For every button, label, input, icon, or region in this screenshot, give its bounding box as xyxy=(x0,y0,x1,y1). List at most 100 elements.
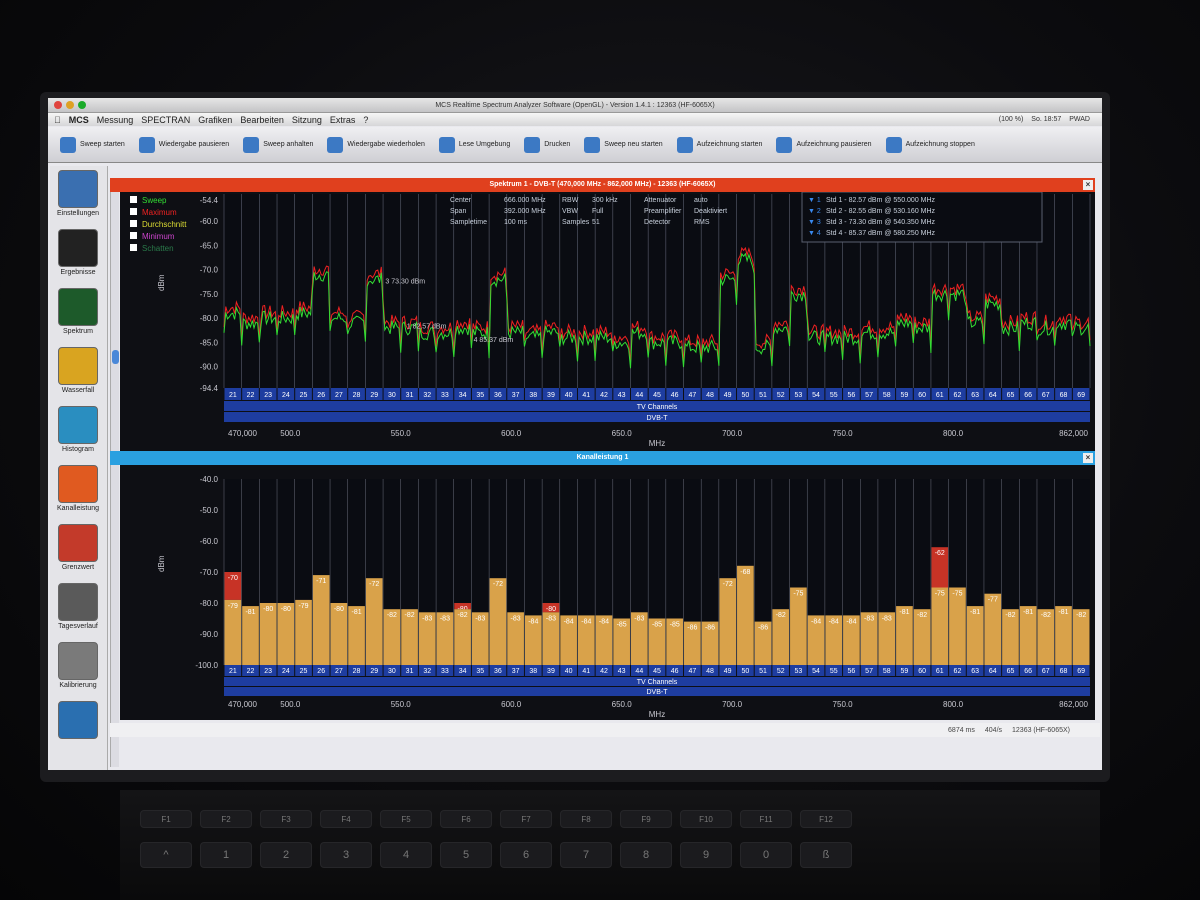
legend-checkbox[interactable] xyxy=(130,232,137,239)
toolbar-button[interactable]: Sweep anhalten xyxy=(239,135,317,155)
channel-number: 64 xyxy=(989,668,997,675)
channel-number: 47 xyxy=(688,392,696,399)
toolbar-button[interactable]: Sweep neu starten xyxy=(580,135,666,155)
sidebar-item[interactable]: Kalibrierung xyxy=(50,638,106,697)
channel-number: 35 xyxy=(476,392,484,399)
toolbar-button[interactable]: Lese Umgebung xyxy=(435,135,514,155)
legend-checkbox[interactable] xyxy=(130,220,137,227)
max-bar xyxy=(224,572,242,600)
avg-bar-label: -82 xyxy=(458,612,468,619)
toolbar-button[interactable]: Wiedergabe pausieren xyxy=(135,135,233,155)
sidebar-item[interactable]: Ergebnisse xyxy=(50,225,106,284)
legend-checkbox[interactable] xyxy=(130,244,137,251)
avg-bar-label: -81 xyxy=(899,609,909,616)
avg-bar-label: -83 xyxy=(440,615,450,622)
channel-cell xyxy=(737,388,754,400)
legend-checkbox[interactable] xyxy=(130,196,137,203)
sidebar-item[interactable]: Einstellungen xyxy=(50,166,106,225)
toolbar-button[interactable]: Aufzeichnung pausieren xyxy=(772,135,875,155)
sidebar-item[interactable]: Wasserfall xyxy=(50,343,106,402)
channel-number: 44 xyxy=(635,668,643,675)
toolbar-button[interactable]: Aufzeichnung stoppen xyxy=(882,135,979,155)
toolbar-button[interactable]: Drucken xyxy=(520,135,574,155)
y-tick-label: -60.0 xyxy=(200,537,219,546)
read-icon xyxy=(438,136,455,153)
sidebar-item[interactable]: Kanalleistung xyxy=(50,461,106,520)
avg-bar xyxy=(613,618,630,665)
channel-number: 56 xyxy=(848,392,856,399)
channel-number: 43 xyxy=(618,392,626,399)
sidebar-item[interactable]: Grenzwert xyxy=(50,520,106,579)
toolbar-button[interactable]: Aufzeichnung starten xyxy=(673,135,767,155)
channel-cell xyxy=(295,665,312,676)
channel-cell xyxy=(843,388,860,400)
spectrum-panel-header: Spektrum 1 - DVB-T (470,000 MHz - 862,00… xyxy=(110,178,1095,192)
avg-bar-label: -84 xyxy=(528,618,538,625)
max-bar xyxy=(542,603,560,613)
sidebar-scrollbar[interactable] xyxy=(110,182,119,767)
channel-power-chart[interactable]: -40.0 -50.0 -60.0 -70.0 -80.0 -90.0 -100.0 dBm -… xyxy=(120,465,1095,720)
zoom-window-icon[interactable] xyxy=(78,101,86,109)
channel-cell xyxy=(312,388,330,400)
avg-bar xyxy=(489,578,507,665)
sidebar-item[interactable]: Spektrum xyxy=(50,284,106,343)
menu-item[interactable]: Grafiken xyxy=(191,114,232,125)
avg-bar-label: -79 xyxy=(298,603,308,610)
channel-number: 38 xyxy=(529,392,537,399)
x-axis-label: MHz xyxy=(649,439,665,448)
menu-item[interactable]: Messung xyxy=(90,114,134,125)
param-text: 300 kHz xyxy=(592,197,618,204)
toolbar-button[interactable]: Wiedergabe wiederholen xyxy=(323,135,428,155)
sidebar-item[interactable] xyxy=(50,697,106,756)
legend-checkbox[interactable] xyxy=(130,208,137,215)
menu-item[interactable]: Sitzung xyxy=(285,114,322,125)
marker-label: 1 82.57 dBm xyxy=(407,324,447,331)
app-menu[interactable]: MCS xyxy=(62,114,89,125)
channel-number: 24 xyxy=(282,392,290,399)
channel-number: 32 xyxy=(423,668,431,675)
x-tick-label: 800.0 xyxy=(943,429,964,438)
laptop-screen: MCS Realtime Spectrum Analyzer Software … xyxy=(48,98,1102,770)
x-tick-label: 550.0 xyxy=(391,700,412,709)
avg-bar xyxy=(719,578,737,665)
channel-cell xyxy=(737,665,754,676)
spectrum-chart[interactable]: -54.4 -60.0 -65.0 -70.0 -75.0 -80.0 -85.0 -90.0… xyxy=(120,191,1095,451)
sidebar-thumbnail-icon xyxy=(58,347,98,385)
close-window-icon[interactable] xyxy=(54,101,62,109)
sidebar-item-label: Kanalleistung xyxy=(56,505,100,512)
channel-cell xyxy=(401,665,418,676)
channel-number: 21 xyxy=(229,392,237,399)
avg-bar xyxy=(524,615,542,665)
y-tick-label: -70.0 xyxy=(200,266,219,275)
x-axis-label: MHz xyxy=(649,710,665,719)
max-bar-label: -62 xyxy=(935,550,945,557)
channel-cell xyxy=(913,665,931,676)
channel-cell xyxy=(242,665,259,676)
param-text: RBW xyxy=(562,197,579,204)
menu-item[interactable]: Bearbeiten xyxy=(233,114,284,125)
channel-number: 55 xyxy=(830,392,838,399)
status-timing: 6874 ms xyxy=(948,726,975,734)
apple-menu-icon[interactable]:  xyxy=(54,115,61,125)
scroll-thumb[interactable] xyxy=(112,350,119,364)
menu-item[interactable]: SPECTRAN xyxy=(134,114,190,125)
close-spectrum-panel-button[interactable]: × xyxy=(1083,180,1093,190)
minimize-window-icon[interactable] xyxy=(66,101,74,109)
menu-item[interactable]: Extras xyxy=(323,114,356,125)
sidebar-item[interactable]: Histogram xyxy=(50,402,106,461)
channel-number: 59 xyxy=(901,392,909,399)
avg-bar xyxy=(966,606,984,665)
close-channel-panel-button[interactable]: × xyxy=(1083,453,1093,463)
channel-number: 51 xyxy=(759,392,767,399)
sidebar-item[interactable]: Tagesverlauf xyxy=(50,579,106,638)
sidebar-thumbnail-icon xyxy=(58,642,98,680)
channel-number: 36 xyxy=(494,392,502,399)
channel-cell xyxy=(348,388,365,400)
toolbar-button[interactable]: Sweep starten xyxy=(56,135,129,155)
channel-number: 29 xyxy=(370,392,378,399)
sidebar-thumbnail-icon xyxy=(58,524,98,562)
channel-cell xyxy=(259,665,277,676)
menu-item[interactable]: ? xyxy=(363,115,368,125)
channel-cell xyxy=(666,665,684,676)
channel-cell xyxy=(648,665,666,676)
